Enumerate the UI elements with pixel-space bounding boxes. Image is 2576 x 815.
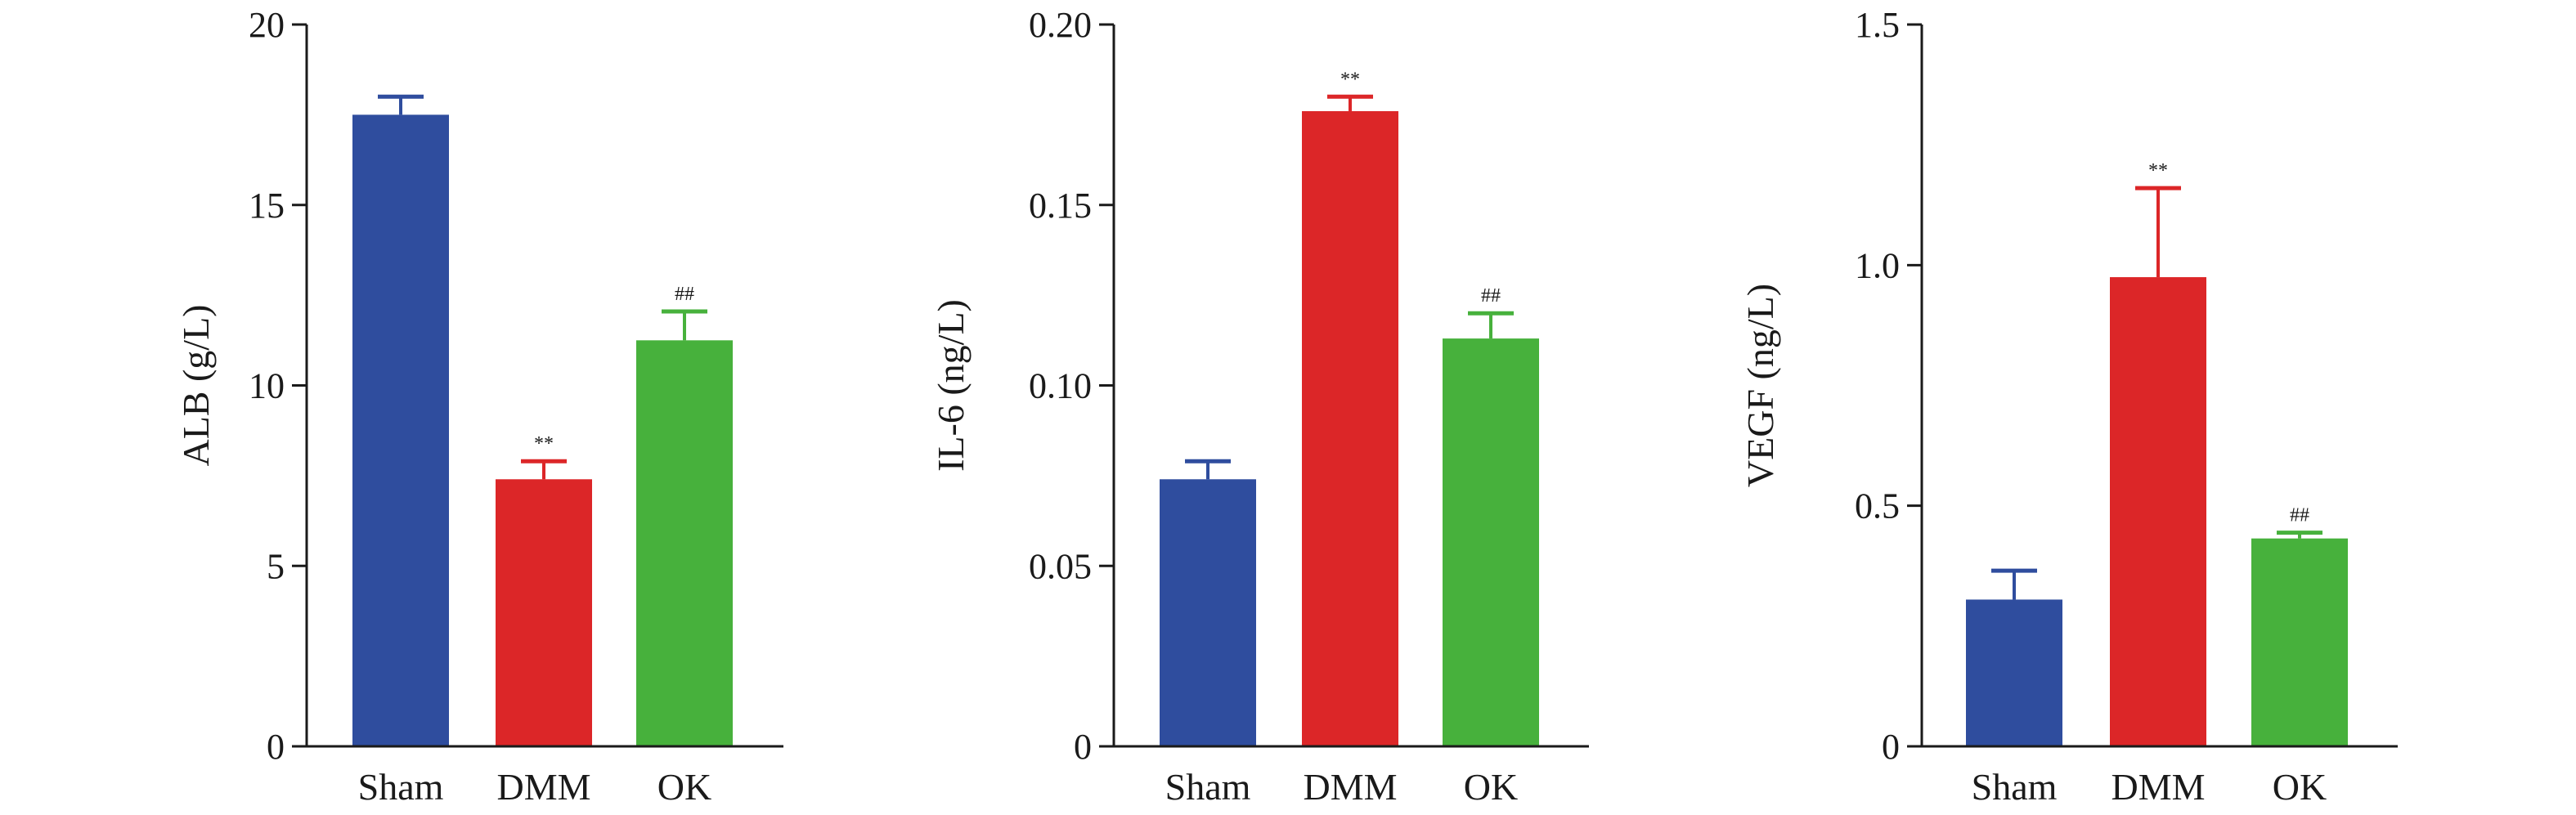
x-tick-label-ok: OK: [657, 766, 711, 808]
significance-label-dmm: **: [2148, 160, 2168, 181]
bar-sham: [1160, 479, 1256, 746]
x-tick-label-ok: OK: [1464, 766, 1518, 808]
y-tick-label: 5: [267, 546, 285, 586]
x-tick-label-sham: Sham: [1972, 766, 2058, 808]
y-tick-label: 1.0: [1855, 245, 1900, 285]
y-tick-label: 0.10: [1029, 366, 1092, 406]
bar-ok: [1443, 338, 1539, 746]
y-tick-label: 0.15: [1029, 186, 1092, 226]
significance-label-dmm: **: [534, 433, 554, 455]
panel-il6: Sham ** DMM ## OK 0 0.05 0.10 0.15 0.20 IL-6 (ng/L…: [930, 5, 1589, 808]
y-tick-label: 0: [267, 727, 285, 767]
significance-label-ok: ##: [1481, 285, 1501, 307]
y-tick-label: 0.5: [1855, 486, 1900, 526]
panel-vegf: Sham ** DMM ## OK 0 0.5 1.0 1.5 VEGF (ng/L): [1739, 5, 2398, 808]
y-tick-label: 0: [1882, 727, 1900, 767]
y-tick-label: 15: [249, 186, 285, 226]
y-tick-label: 20: [249, 5, 285, 45]
significance-label-dmm: **: [1340, 69, 1360, 90]
bar-sham: [352, 114, 449, 746]
bar-dmm: [496, 479, 592, 746]
x-tick-label-dmm: DMM: [496, 766, 590, 808]
significance-label-ok: ##: [675, 284, 694, 305]
y-axis-label: VEGF (ng/L): [1739, 284, 1781, 487]
bar-dmm: [1302, 110, 1398, 746]
x-tick-label-dmm: DMM: [2111, 766, 2205, 808]
bar-sham: [1966, 599, 2062, 746]
bar-ok: [636, 340, 733, 746]
bar-ok: [2251, 538, 2348, 746]
y-tick-label: 1.5: [1855, 5, 1900, 45]
significance-label-ok: ##: [2290, 505, 2309, 526]
x-tick-label-dmm: DMM: [1303, 766, 1397, 808]
y-tick-label: 0: [1074, 727, 1092, 767]
y-tick-label: 0.20: [1029, 5, 1092, 45]
x-tick-label-sham: Sham: [1165, 766, 1251, 808]
y-tick-label: 10: [249, 366, 285, 406]
panel-alb: Sham ** DMM ## OK 0 5 10 15 20 ALB (g/L): [175, 5, 783, 808]
x-tick-label-ok: OK: [2273, 766, 2327, 808]
y-tick-label: 0.05: [1029, 546, 1092, 586]
y-axis-label: IL-6 (ng/L): [930, 299, 972, 472]
bar-dmm: [2110, 277, 2206, 746]
y-axis-label: ALB (g/L): [175, 304, 217, 466]
x-tick-label-sham: Sham: [358, 766, 444, 808]
